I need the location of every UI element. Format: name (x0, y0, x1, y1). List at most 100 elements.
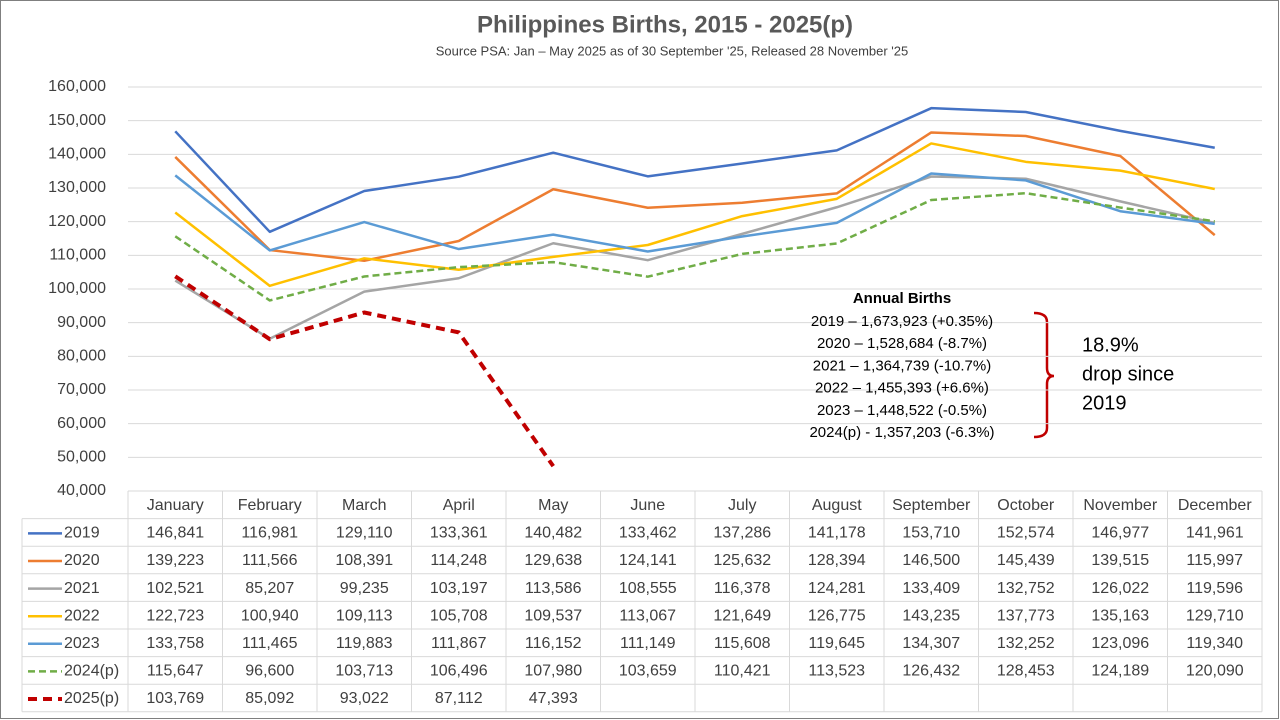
table-value: 132,252 (997, 635, 1055, 652)
table-value: 116,981 (241, 525, 298, 542)
annotation-line: 2024(p) - 1,357,203 (-6.3%) (809, 424, 994, 441)
table-value: 123,096 (1091, 635, 1149, 652)
table-value: 115,608 (714, 635, 771, 652)
annotation-line: 2021 – 1,364,739 (-10.7%) (813, 357, 991, 374)
table-value: 109,537 (524, 607, 582, 624)
legend-label: 2021 (64, 580, 100, 597)
bracket (1033, 311, 1055, 439)
x-tick-label: April (443, 497, 475, 514)
table-value: 133,758 (146, 635, 204, 652)
table-value: 125,632 (713, 552, 771, 569)
x-tick-label: February (238, 497, 302, 514)
table-value: 103,659 (619, 663, 677, 680)
x-tick-label: March (342, 497, 386, 514)
legend-label: 2020 (64, 552, 100, 569)
table-value: 108,555 (619, 580, 677, 597)
table-value: 107,980 (524, 663, 582, 680)
annotation-line: 2023 – 1,448,522 (-0.5%) (817, 402, 987, 419)
legend-label: 2022 (64, 607, 100, 624)
y-tick-label: 160,000 (48, 78, 106, 95)
table-value: 124,281 (808, 580, 866, 597)
chart-title: Philippines Births, 2015 - 2025(p) (477, 11, 853, 38)
table-value: 108,391 (335, 552, 393, 569)
table-value: 116,378 (714, 580, 771, 597)
series-line (174, 106, 1215, 234)
x-tick-label: July (728, 497, 756, 514)
table-value: 85,092 (245, 690, 294, 707)
legend-label: 2019 (64, 525, 100, 542)
table-value: 116,152 (525, 635, 582, 652)
table-value: 141,178 (808, 525, 866, 542)
chart-subtitle: Source PSA: Jan – May 2025 as of 30 Sept… (436, 43, 909, 58)
table-value: 113,067 (619, 607, 676, 624)
table-value: 126,432 (902, 663, 960, 680)
table-value: 115,997 (1186, 552, 1243, 569)
series-line (174, 274, 555, 468)
table-value: 129,710 (1186, 607, 1244, 624)
table-value: 109,113 (336, 607, 393, 624)
table-value: 129,638 (524, 552, 582, 569)
table-value: 111,149 (620, 635, 676, 652)
table-value: 145,439 (997, 552, 1055, 569)
table-value: 103,769 (146, 690, 204, 707)
table-value: 102,521 (146, 580, 204, 597)
table-value: 103,197 (430, 580, 488, 597)
y-tick-label: 120,000 (48, 213, 106, 230)
annotation-title: Annual Births (853, 290, 951, 307)
table-value: 141,961 (1186, 525, 1244, 542)
y-tick-label: 100,000 (48, 280, 106, 297)
x-tick-label: August (812, 497, 862, 514)
table-value: 146,841 (146, 525, 204, 542)
table-value: 113,523 (808, 663, 865, 680)
y-tick-label: 130,000 (48, 179, 106, 196)
table-value: 152,574 (997, 525, 1055, 542)
table-value: 113,586 (525, 580, 582, 597)
table-value: 93,022 (340, 690, 389, 707)
y-tick-label: 70,000 (57, 381, 106, 398)
table-value: 140,482 (524, 525, 582, 542)
table-value: 126,022 (1091, 580, 1149, 597)
series-line (174, 175, 1216, 341)
table-value: 103,713 (335, 663, 393, 680)
x-tick-label: November (1083, 497, 1157, 514)
table-value: 126,775 (808, 607, 866, 624)
table-value: 119,883 (336, 635, 393, 652)
series-line (174, 191, 1215, 302)
table-value: 121,649 (713, 607, 771, 624)
annotation-line: 2022 – 1,455,393 (+6.6%) (815, 380, 989, 397)
series-line (174, 172, 1215, 253)
annotation-note: 2019 (1082, 392, 1127, 414)
table-value: 132,752 (997, 580, 1055, 597)
table-value: 146,977 (1091, 525, 1149, 542)
table-value: 122,723 (146, 607, 204, 624)
x-tick-label: January (147, 497, 204, 514)
table-value: 119,340 (1186, 635, 1243, 652)
annotation-note: drop since (1082, 363, 1174, 385)
series-line (174, 131, 1216, 262)
table-value: 99,235 (340, 580, 389, 597)
y-tick-label: 140,000 (48, 146, 106, 163)
table-value: 124,141 (619, 552, 677, 569)
x-tick-label: October (997, 497, 1055, 514)
table-value: 139,223 (146, 552, 204, 569)
table-value: 119,645 (808, 635, 865, 652)
table-value: 119,596 (1186, 580, 1243, 597)
table-value: 128,394 (808, 552, 866, 569)
table-value: 111,465 (242, 635, 298, 652)
legend-label: 2025(p) (64, 690, 119, 707)
table-value: 133,462 (619, 525, 677, 542)
y-tick-label: 60,000 (57, 415, 106, 432)
table-value: 133,409 (902, 580, 960, 597)
x-tick-label: June (630, 497, 665, 514)
table-value: 124,189 (1091, 663, 1149, 680)
table-value: 135,163 (1091, 607, 1149, 624)
table-value: 47,393 (529, 690, 578, 707)
table-value: 134,307 (902, 635, 960, 652)
y-tick-label: 150,000 (48, 112, 106, 129)
table-value: 133,361 (430, 525, 488, 542)
table-value: 106,496 (430, 663, 488, 680)
table-value: 85,207 (245, 580, 294, 597)
table-value: 115,647 (147, 663, 204, 680)
table-value: 143,235 (902, 607, 960, 624)
x-tick-label: May (538, 497, 568, 514)
